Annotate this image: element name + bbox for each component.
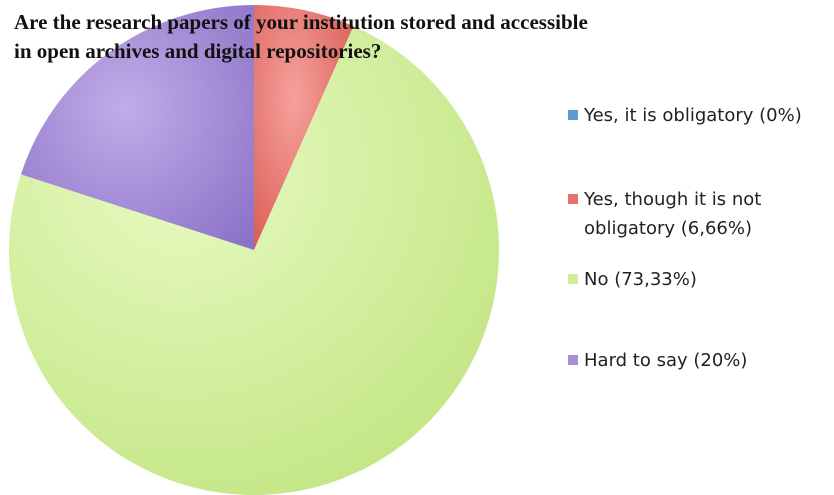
legend-label-hard-to-say: Hard to say (20%): [584, 350, 748, 371]
legend-label-yes-not-obligatory: Yes, though it is not obligatory (6,66%): [584, 189, 762, 239]
pie-slices: [9, 4, 500, 495]
pie-slice-1: [254, 4, 354, 250]
legend-label-yes-obligatory: Yes, it is obligatory (0%): [584, 105, 802, 126]
chart-title-line-1: Are the research papers of your institut…: [14, 10, 588, 34]
legend-swatch-icon: [568, 355, 578, 365]
pie-slice-3: [20, 5, 255, 250]
chart-title-line-2: in open archives and digital repositorie…: [14, 39, 382, 63]
pie-slice-2: [9, 26, 500, 495]
legend-swatch-icon: [568, 110, 578, 120]
chart-title: Are the research papers of your institut…: [14, 8, 714, 66]
legend-swatch-icon: [568, 274, 578, 284]
legend-swatch-icon: [568, 194, 578, 204]
legend-item-no: No (73,33%): [568, 265, 830, 294]
legend-item-hard-to-say: Hard to say (20%): [568, 346, 830, 375]
legend-item-yes-obligatory: Yes, it is obligatory (0%): [568, 101, 830, 130]
legend-item-yes-not-obligatory: Yes, though it is not obligatory (6,66%): [568, 185, 830, 243]
legend-label-no: No (73,33%): [584, 269, 697, 290]
